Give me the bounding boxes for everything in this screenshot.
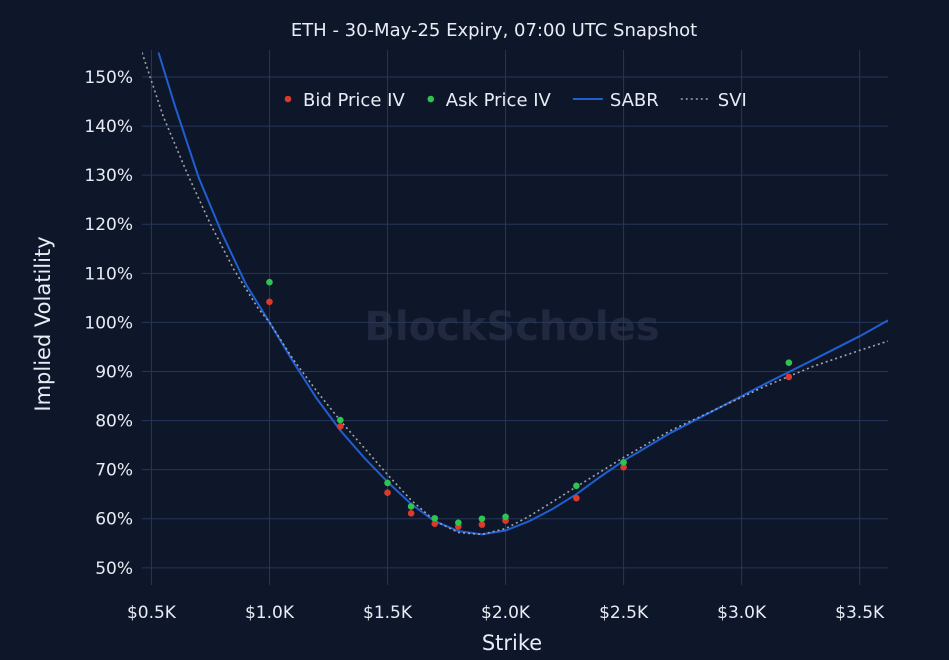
svi-line (142, 52, 888, 536)
bid-price-iv-point[interactable] (337, 423, 344, 430)
x-tick-label: $0.5K (127, 603, 177, 623)
y-tick-label: 120% (84, 215, 133, 235)
legend-item-svi[interactable]: SVI (680, 90, 747, 111)
legend[interactable]: Bid Price IV Ask Price IV SABR SVI (284, 90, 747, 111)
x-axis: $0.5K $1.0K $1.5K $2.0K $2.5K $3.0K $3.5K (127, 603, 885, 623)
legend-swatch (427, 95, 435, 103)
bid-price-iv-point[interactable] (407, 510, 415, 517)
grid (142, 50, 888, 585)
ask-price-iv-point[interactable] (573, 482, 580, 490)
bid-price-iv-point[interactable] (620, 463, 627, 471)
bid-price-iv-point[interactable] (266, 298, 273, 306)
legend-label: Bid Price IV (303, 90, 405, 111)
legend-item-sabr[interactable]: SABR (572, 90, 659, 111)
y-tick-label: 60% (95, 510, 133, 530)
y-tick-label: 70% (95, 461, 133, 481)
ask-price-iv-point[interactable] (431, 514, 439, 522)
ask-price-iv-point[interactable] (337, 416, 344, 424)
x-tick-label: $2.0K (481, 603, 531, 623)
bid-price-iv-point[interactable] (785, 373, 793, 381)
y-tick-label: 150% (84, 68, 133, 88)
sabr-line (157, 52, 888, 536)
y-tick-label: 130% (84, 166, 133, 186)
y-tick-label: 100% (84, 313, 133, 333)
legend-label: SABR (610, 90, 659, 111)
chart-title: ETH - 30-May-25 Expiry, 07:00 UTC Snapsh… (291, 20, 697, 41)
ask-price-iv-point[interactable] (455, 519, 462, 526)
y-tick-label: 80% (95, 412, 133, 432)
x-axis-label: Strike (482, 631, 542, 655)
y-axis: 50% 60% 70% 80% 90% 100% 110% 120% 130% 140% 150% (84, 68, 133, 579)
ask-price-iv-point[interactable] (266, 278, 273, 286)
y-tick-label: 50% (95, 559, 133, 579)
plot-area (142, 52, 888, 536)
ask-price-iv-point[interactable] (785, 359, 793, 366)
legend-label: Ask Price IV (446, 90, 552, 111)
ask-price-iv-point[interactable] (384, 479, 391, 487)
x-tick-label: $1.5K (363, 603, 413, 623)
x-tick-label: $1.0K (245, 603, 295, 623)
bid-price-iv-point[interactable] (478, 521, 486, 528)
bid-price-iv-point[interactable] (573, 494, 580, 502)
watermark: BlockScholes (364, 304, 659, 350)
ask-price-iv-point[interactable] (407, 503, 415, 510)
bid-price-iv-point[interactable] (384, 489, 391, 497)
x-tick-label: $2.5K (599, 603, 649, 623)
ask-price-iv-series (266, 278, 793, 526)
legend-item-bid-price-iv[interactable]: Bid Price IV (284, 90, 406, 111)
y-tick-label: 90% (95, 362, 133, 382)
y-axis-label: Implied Volatility (31, 236, 55, 411)
y-tick-label: 140% (84, 117, 133, 137)
legend-swatch (284, 95, 292, 103)
y-tick-label: 110% (84, 264, 133, 284)
x-tick-label: $3.0K (717, 603, 767, 623)
legend-label: SVI (718, 90, 747, 111)
bid-price-iv-point[interactable] (431, 520, 439, 527)
ask-price-iv-point[interactable] (478, 515, 486, 523)
ask-price-iv-point[interactable] (502, 513, 509, 521)
ask-price-iv-point[interactable] (620, 458, 627, 466)
legend-item-ask-price-iv[interactable]: Ask Price IV (427, 90, 552, 111)
x-tick-label: $3.5K (835, 603, 885, 623)
